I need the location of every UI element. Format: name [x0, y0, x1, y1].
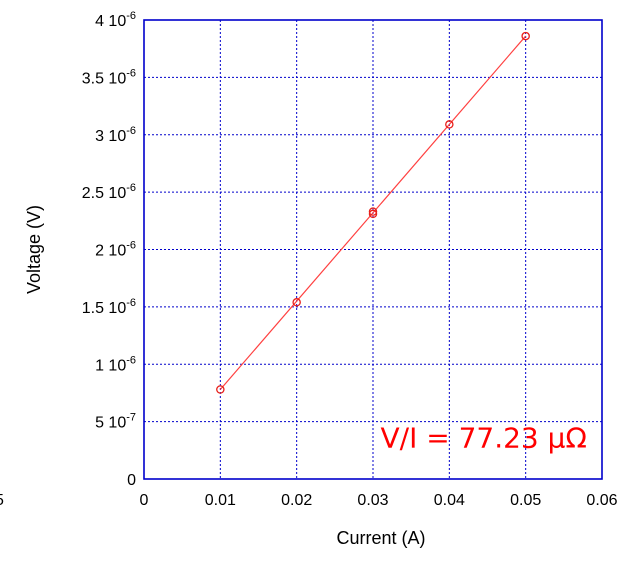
clipped-edge-label: 5: [0, 492, 4, 509]
y-axis-title: Voltage (V): [24, 205, 44, 294]
y-tick-label: 3.5 10-6: [82, 67, 136, 87]
y-tick-labels: 0 5 10-7 1 10-6 1.5 10-6 2 10-6 2.5 10-6 3 10-…: [82, 10, 136, 489]
x-tick-label: 0.06: [586, 492, 617, 509]
x-tick-label: 0.03: [357, 492, 388, 509]
data-point: [521, 31, 530, 41]
x-tick-label: 0.05: [510, 492, 541, 509]
x-tick-label: 0.02: [281, 492, 312, 509]
plot-frame: [143, 19, 603, 480]
x-tick-label: 0.01: [205, 492, 236, 509]
x-tick-labels: 0 0.01 0.02 0.03 0.04 0.05 0.06: [140, 492, 618, 509]
fit-line-layer: [219, 35, 527, 390]
data-point: [216, 385, 225, 394]
fit-line: [219, 35, 527, 390]
resistance-annotation: V/I = 77.23 μΩ: [380, 421, 586, 454]
y-tick-label: 5 10-7: [95, 412, 136, 432]
y-tick-label: 4 10-6: [95, 10, 136, 30]
y-tick-label: 3 10-6: [95, 125, 136, 145]
y-tick-label: 2 10-6: [95, 240, 136, 260]
y-tick-label: 2.5 10-6: [82, 182, 136, 202]
x-axis-title: Current (A): [336, 528, 425, 548]
x-tick-label: 0.04: [434, 492, 465, 509]
data-point: [368, 207, 378, 216]
data-point: [445, 120, 454, 129]
x-tick-label: 0: [140, 492, 149, 509]
y-tick-label: 1.5 10-6: [82, 297, 136, 317]
data-points: [216, 31, 530, 394]
grid-lines: [144, 20, 602, 479]
data-point: [368, 209, 378, 219]
y-tick-label: 0: [127, 472, 136, 489]
data-point: [292, 298, 301, 307]
y-tick-label: 1 10-6: [95, 354, 136, 374]
